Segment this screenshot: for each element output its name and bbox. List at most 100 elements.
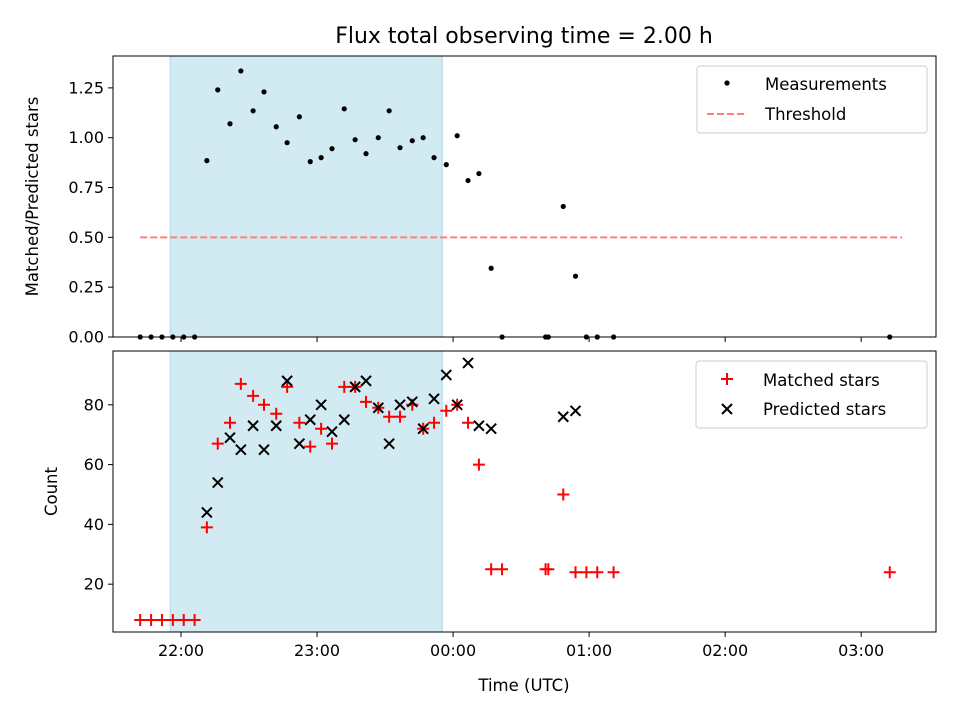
matched-star-point: [472, 458, 485, 471]
measurement-point: [397, 145, 403, 151]
matched-star-point: [557, 488, 570, 501]
bottom-shaded-span: [169, 350, 443, 633]
predicted-star-point: [485, 423, 497, 435]
top-legend: Measurements Threshold: [696, 65, 928, 134]
y-tick-label: 0.25: [68, 278, 104, 297]
top-x-ticks: [180, 337, 862, 342]
matched-star-point: [542, 563, 555, 576]
measurement-point: [476, 170, 482, 177]
x-tick-label: 01:00: [566, 641, 612, 660]
measurement-point: [454, 133, 460, 139]
bottom-legend-box: [695, 360, 928, 429]
measurement-point: [409, 138, 415, 144]
matched-star-point: [580, 566, 593, 579]
y-tick-label: 40: [84, 515, 104, 534]
predicted-star-point: [201, 506, 213, 519]
matched-star-point: [607, 566, 620, 579]
bottom-y-ticks: 20 40 60 80: [84, 395, 113, 594]
matched-star-point: [166, 614, 179, 627]
predicted-star-point: [281, 375, 293, 387]
x-axis-label: Time (UTC): [477, 676, 569, 695]
matched-star-point: [496, 563, 509, 576]
matched-star-point: [293, 416, 306, 429]
predicted-star-point: [293, 437, 306, 450]
predicted-star-point: [360, 375, 372, 387]
predicted-star-point: [212, 476, 224, 489]
bottom-legend: Matched stars Predicted stars: [695, 360, 928, 429]
matched-star-point: [315, 422, 328, 435]
measurement-point: [307, 159, 313, 165]
predicted-star-point: [417, 423, 429, 435]
measurement-point: [250, 108, 256, 114]
top-y-ticks: 0.00 0.25 0.50 0.75 1.00 1.25: [68, 78, 113, 347]
predicted-star-point: [247, 420, 259, 432]
measurement-point: [318, 155, 324, 161]
measurement-point: [560, 203, 566, 210]
measurement-point: [215, 87, 221, 93]
matched-star-point: [394, 410, 407, 423]
y-tick-label: 20: [84, 575, 104, 594]
predicted-star-point: [462, 357, 474, 369]
measurement-point: [284, 140, 290, 146]
matched-star-point: [304, 440, 317, 453]
predicted-star-point: [235, 443, 247, 456]
legend-measurements-marker: [724, 80, 730, 86]
matched-star-point: [440, 404, 453, 417]
matched-star-point: [211, 437, 224, 450]
matched-star-point: [145, 614, 158, 627]
top-shaded-span: [169, 55, 443, 338]
measurement-point: [465, 177, 471, 184]
matched-star-point: [462, 416, 475, 429]
x-tick-label: 22:00: [158, 641, 204, 660]
matched-star-point: [134, 614, 147, 627]
predicted-star-point: [569, 405, 582, 417]
measurement-point: [443, 162, 449, 168]
bottom-axes-frame: [112, 350, 937, 633]
measurement-point: [572, 273, 579, 279]
predicted-star-point: [326, 426, 338, 438]
measurement-point: [488, 265, 494, 271]
matched-star-point: [326, 437, 339, 450]
predicted-star-point: [428, 393, 440, 405]
predicted-star-point: [315, 399, 327, 411]
y-tick-label: 1.25: [68, 78, 104, 97]
matched-star-point: [234, 377, 247, 390]
matched-stars-points: [134, 377, 896, 627]
predicted-star-point: [451, 399, 463, 411]
predicted-star-point: [473, 420, 485, 432]
legend-matched-marker: [721, 373, 733, 385]
y-tick-label: 0.50: [68, 228, 104, 247]
top-y-axis-label: Matched/Predicted stars: [23, 97, 42, 297]
matched-star-point: [591, 566, 604, 579]
y-tick-label: 80: [84, 395, 104, 414]
matched-star-point: [200, 521, 213, 534]
matched-star-point: [485, 563, 498, 576]
y-tick-label: 1.00: [68, 128, 104, 147]
x-tick-label: 02:00: [702, 641, 748, 660]
predicted-stars-points: [201, 357, 582, 519]
matched-star-point: [360, 395, 373, 408]
predicted-star-point: [557, 411, 569, 423]
predicted-star-point: [440, 369, 452, 381]
matched-star-point: [247, 389, 260, 402]
y-tick-label: 0.75: [68, 178, 104, 197]
legend-threshold-label: Threshold: [764, 105, 846, 124]
x-tick-label: 23:00: [294, 641, 340, 660]
matched-star-point: [257, 398, 270, 411]
y-tick-label: 0.00: [68, 328, 104, 347]
legend-matched-label: Matched stars: [763, 371, 880, 390]
matched-star-point: [270, 407, 283, 420]
measurement-point: [227, 121, 233, 127]
measurement-point: [431, 155, 437, 161]
measurement-point: [363, 151, 369, 157]
measurement-point: [420, 135, 426, 141]
measurement-point: [296, 114, 302, 120]
predicted-star-point: [270, 420, 282, 432]
measurement-points: [137, 68, 893, 340]
predicted-star-point: [406, 396, 418, 408]
top-axes-frame: [112, 55, 937, 338]
measurement-point: [386, 108, 392, 114]
measurement-point: [341, 106, 347, 112]
